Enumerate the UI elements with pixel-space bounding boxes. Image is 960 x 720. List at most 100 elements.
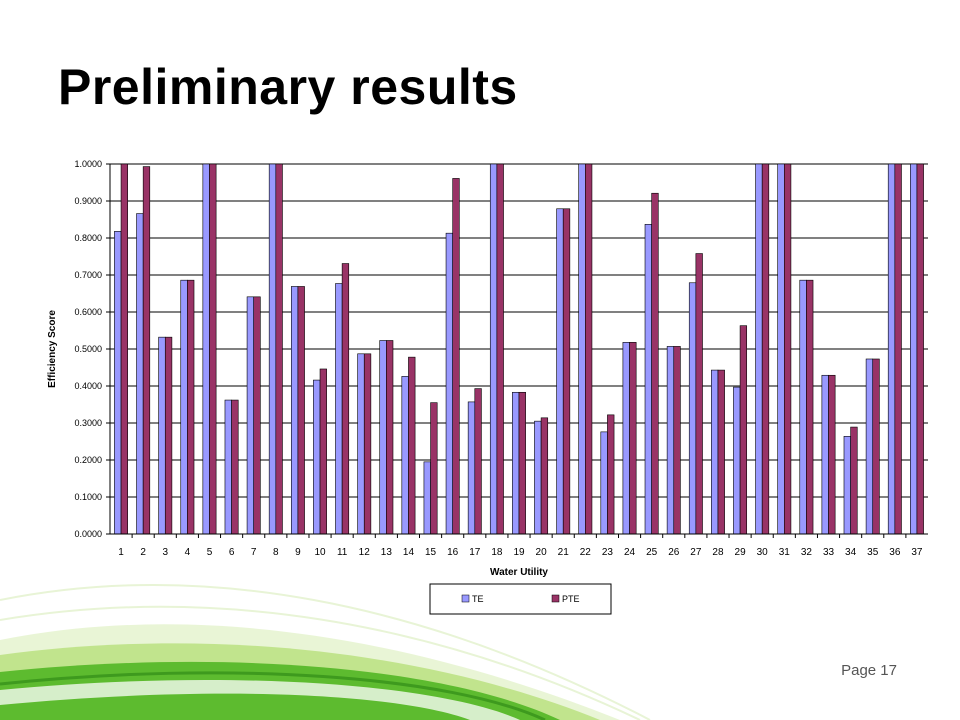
bar-te-utility-3 <box>158 336 166 535</box>
x-tick-label: 17 <box>469 547 481 558</box>
x-tick-label: 24 <box>624 547 636 558</box>
bar-te-utility-10 <box>313 379 321 535</box>
page-number: Page 17 <box>841 662 897 679</box>
x-axis-title: Water Utility <box>490 567 548 578</box>
bar-te-utility-30 <box>755 163 763 535</box>
x-tick-label: 28 <box>712 547 724 558</box>
bar-pte-utility-10 <box>319 368 327 535</box>
bar-te-utility-37 <box>910 163 918 535</box>
y-tick-label: 1.0000 <box>74 159 102 169</box>
bar-pte-utility-4 <box>187 279 195 535</box>
x-tick-label: 5 <box>207 547 213 558</box>
x-tick-label: 32 <box>801 547 813 558</box>
bar-pte-utility-11 <box>341 263 350 535</box>
bar-te-utility-6 <box>224 399 232 535</box>
legend-label-te: TE <box>472 594 484 604</box>
bar-te-utility-27 <box>688 282 697 535</box>
bar-pte-utility-7 <box>253 296 261 535</box>
y-tick-label: 0.2000 <box>74 455 102 465</box>
x-tick-label: 23 <box>602 547 614 558</box>
bar-pte-utility-2 <box>142 166 151 535</box>
bar-pte-utility-25 <box>651 192 659 535</box>
bar-pte-utility-24 <box>629 342 637 535</box>
y-axis-tick-labels: 0.0000 0.1000 0.2000 0.3000 0.4000 0.5000 0.60… <box>74 159 102 539</box>
swoosh-highlight <box>0 679 520 720</box>
bar-te-utility-35 <box>865 358 874 535</box>
x-axis-tick-labels: 1 2 3 4 5 6 7 8 9 10 11 12 13 14 15 16 17 18 19 20 21 22 23 24 2… <box>118 534 923 558</box>
x-tick-label: 14 <box>403 547 415 558</box>
bar-te-utility-11 <box>335 283 343 535</box>
legend-label-pte: PTE <box>562 594 580 604</box>
x-tick-label: 26 <box>668 547 680 558</box>
bar-te-utility-2 <box>136 213 144 535</box>
bar-pte-utility-13 <box>386 340 394 535</box>
bar-pte-utility-21 <box>562 208 571 535</box>
legend-box <box>429 583 612 615</box>
bar-pte-utility-5 <box>209 163 217 535</box>
bar-pte-utility-18 <box>496 163 504 535</box>
x-tick-label: 3 <box>162 547 168 558</box>
bar-pte-utility-35 <box>872 358 880 535</box>
x-tick-label: 10 <box>314 547 326 558</box>
x-tick-label: 36 <box>889 547 901 558</box>
y-tick-label: 0.8000 <box>74 233 102 243</box>
bar-pte-utility-19 <box>518 391 526 535</box>
x-tick-label: 22 <box>580 547 592 558</box>
x-tick-label: 27 <box>690 547 702 558</box>
bar-te-utility-22 <box>578 163 586 535</box>
x-tick-label: 31 <box>779 547 791 558</box>
x-tick-label: 16 <box>447 547 459 558</box>
bar-te-utility-1 <box>114 231 122 535</box>
bar-te-utility-19 <box>512 391 520 535</box>
bar-te-utility-34 <box>843 436 851 535</box>
bar-pte-utility-27 <box>695 253 703 535</box>
bar-te-utility-21 <box>556 208 564 535</box>
x-tick-label: 13 <box>381 547 393 558</box>
bar-pte-utility-31 <box>783 163 792 535</box>
bar-te-utility-32 <box>799 279 807 535</box>
bar-te-utility-14 <box>401 376 409 535</box>
legend-swatch-te <box>461 594 470 603</box>
x-tick-label: 9 <box>295 547 301 558</box>
y-tick-label: 0.0000 <box>74 529 102 539</box>
bar-pte-utility-26 <box>673 346 681 535</box>
bar-pte-utility-6 <box>231 399 239 535</box>
x-tick-label: 20 <box>536 547 548 558</box>
x-tick-label: 11 <box>337 547 348 558</box>
x-tick-label: 1 <box>118 547 124 558</box>
x-tick-label: 30 <box>757 547 769 558</box>
bar-pte-utility-22 <box>585 163 593 535</box>
y-tick-label: 0.9000 <box>74 196 102 206</box>
chart-legend: TE PTE <box>429 583 612 615</box>
bar-pte-utility-17 <box>474 388 482 535</box>
chart-bars <box>114 163 924 535</box>
bar-pte-utility-1 <box>120 163 128 535</box>
bar-pte-utility-34 <box>850 426 858 535</box>
bar-pte-utility-28 <box>717 369 725 535</box>
y-tick-label: 0.6000 <box>74 307 102 317</box>
bar-te-utility-17 <box>467 401 476 535</box>
y-tick-label: 0.7000 <box>74 270 102 280</box>
x-tick-label: 7 <box>251 547 257 558</box>
bar-pte-utility-33 <box>828 374 836 535</box>
bar-te-utility-25 <box>644 224 652 535</box>
bar-pte-utility-29 <box>739 325 748 535</box>
swoosh-faint-lines <box>0 584 651 720</box>
swoosh-dark-stroke <box>0 671 546 720</box>
x-tick-label: 12 <box>359 547 371 558</box>
bar-te-utility-33 <box>821 374 829 535</box>
bar-te-utility-18 <box>489 163 498 535</box>
bar-pte-utility-3 <box>164 336 173 535</box>
x-tick-label: 15 <box>425 547 437 558</box>
bar-te-utility-29 <box>733 386 741 535</box>
bar-te-utility-9 <box>290 286 299 535</box>
bar-te-utility-4 <box>180 279 188 535</box>
bar-pte-utility-32 <box>806 279 814 535</box>
bar-pte-utility-37 <box>916 163 924 535</box>
bar-pte-utility-8 <box>275 163 283 535</box>
y-tick-label: 0.3000 <box>74 418 102 428</box>
x-tick-label: 33 <box>823 547 835 558</box>
bar-te-utility-15 <box>423 461 431 535</box>
x-tick-label: 8 <box>273 547 279 558</box>
